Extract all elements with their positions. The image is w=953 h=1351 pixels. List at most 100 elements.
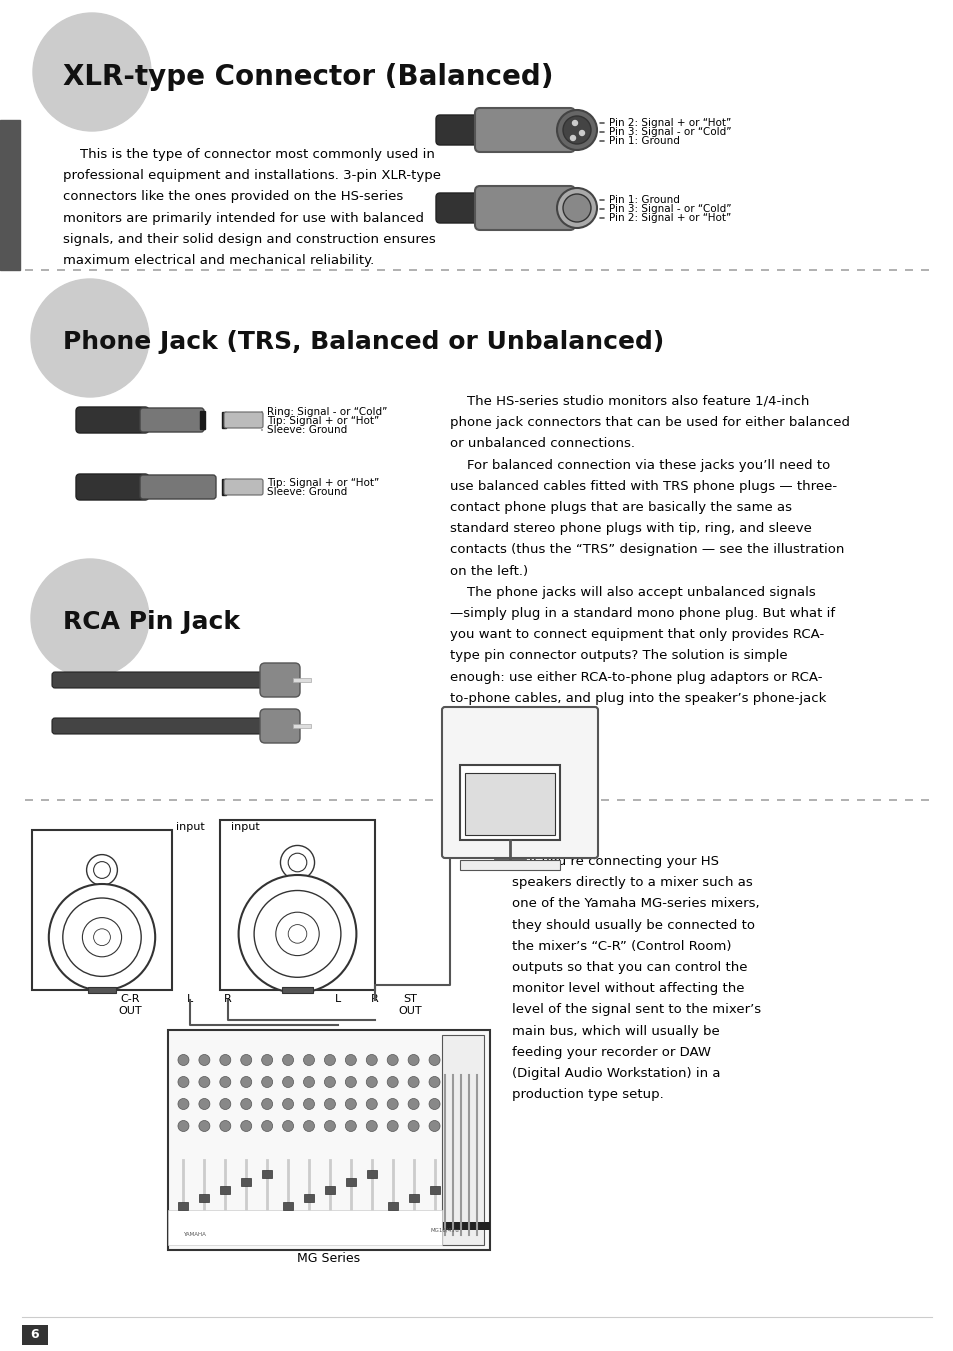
- Text: The HS-series studio monitors also feature 1/4-inch
phone jack connectors that c: The HS-series studio monitors also featu…: [450, 394, 849, 725]
- Circle shape: [429, 1077, 439, 1088]
- Bar: [293, 724, 311, 728]
- Circle shape: [219, 1055, 231, 1066]
- Bar: [262, 1170, 272, 1178]
- Circle shape: [429, 1055, 439, 1066]
- Bar: [220, 1186, 230, 1194]
- Text: Ring: Signal - or “Cold”: Ring: Signal - or “Cold”: [267, 407, 387, 417]
- Bar: [408, 1194, 418, 1201]
- Circle shape: [282, 1055, 294, 1066]
- Circle shape: [366, 1077, 376, 1088]
- Text: Sleeve: Ground: Sleeve: Ground: [267, 486, 347, 497]
- Circle shape: [572, 199, 577, 204]
- Bar: [222, 412, 226, 428]
- Bar: [200, 411, 205, 430]
- Circle shape: [578, 131, 584, 135]
- Circle shape: [557, 109, 597, 150]
- Circle shape: [429, 1098, 439, 1109]
- Circle shape: [387, 1120, 397, 1132]
- Circle shape: [87, 855, 117, 885]
- Bar: [199, 1194, 209, 1201]
- Circle shape: [303, 1055, 314, 1066]
- Circle shape: [253, 890, 340, 977]
- Text: Pin 2: Signal + or “Hot”: Pin 2: Signal + or “Hot”: [608, 118, 731, 128]
- Text: This is the type of connector most commonly used in
professional equipment and i: This is the type of connector most commo…: [63, 149, 440, 267]
- Text: L: L: [335, 994, 341, 1004]
- Circle shape: [219, 1098, 231, 1109]
- FancyBboxPatch shape: [140, 408, 204, 432]
- Bar: [0, 1319, 953, 1351]
- Circle shape: [261, 1120, 273, 1132]
- Circle shape: [324, 1055, 335, 1066]
- Circle shape: [345, 1077, 356, 1088]
- Circle shape: [303, 1120, 314, 1132]
- Circle shape: [366, 1120, 376, 1132]
- Text: Tip: Signal + or “Hot”: Tip: Signal + or “Hot”: [267, 478, 379, 488]
- Bar: [220, 820, 375, 990]
- Text: Sleeve: Ground: Sleeve: Ground: [267, 426, 347, 435]
- Circle shape: [408, 1055, 418, 1066]
- Bar: [441, 1035, 483, 1246]
- Bar: [325, 1186, 335, 1194]
- Bar: [304, 1194, 314, 1201]
- Circle shape: [240, 1055, 252, 1066]
- Bar: [32, 830, 172, 990]
- FancyBboxPatch shape: [140, 476, 215, 499]
- Text: Phone Jack (TRS, Balanced or Unbalanced): Phone Jack (TRS, Balanced or Unbalanced): [63, 330, 663, 354]
- Text: Tip: Signal + or “Hot”: Tip: Signal + or “Hot”: [267, 416, 379, 426]
- Circle shape: [219, 1120, 231, 1132]
- Circle shape: [275, 912, 319, 955]
- Circle shape: [429, 1120, 439, 1132]
- Circle shape: [261, 1077, 273, 1088]
- Bar: [88, 988, 116, 993]
- Circle shape: [345, 1120, 356, 1132]
- Text: R: R: [371, 994, 378, 1004]
- Circle shape: [345, 1098, 356, 1109]
- Text: ST: ST: [402, 994, 416, 1004]
- Circle shape: [178, 1077, 189, 1088]
- Bar: [22, 1325, 48, 1346]
- Text: Pin 1: Ground: Pin 1: Ground: [608, 195, 679, 205]
- Circle shape: [303, 1098, 314, 1109]
- Bar: [168, 1210, 441, 1246]
- Circle shape: [198, 1098, 210, 1109]
- Circle shape: [288, 854, 307, 871]
- Circle shape: [408, 1077, 418, 1088]
- Bar: [241, 1178, 251, 1186]
- Text: If you’re connecting your HS
speakers directly to a mixer such as
one of the Yam: If you’re connecting your HS speakers di…: [512, 855, 760, 1101]
- Circle shape: [345, 1055, 356, 1066]
- Text: input: input: [175, 821, 204, 832]
- Circle shape: [282, 1120, 294, 1132]
- Ellipse shape: [33, 14, 151, 131]
- Text: 6: 6: [30, 1328, 39, 1342]
- Circle shape: [572, 120, 577, 126]
- FancyBboxPatch shape: [260, 709, 299, 743]
- Bar: [459, 765, 559, 840]
- Text: Pin 2: Signal + or “Hot”: Pin 2: Signal + or “Hot”: [608, 213, 731, 223]
- FancyBboxPatch shape: [224, 412, 263, 428]
- Bar: [168, 1029, 490, 1250]
- Circle shape: [280, 846, 314, 880]
- Bar: [346, 1178, 355, 1186]
- Text: L: L: [187, 994, 193, 1004]
- Circle shape: [198, 1120, 210, 1132]
- Bar: [282, 988, 313, 993]
- FancyBboxPatch shape: [52, 717, 268, 734]
- Circle shape: [570, 135, 575, 141]
- Ellipse shape: [30, 559, 149, 677]
- Circle shape: [178, 1098, 189, 1109]
- Circle shape: [93, 928, 111, 946]
- Bar: [283, 1201, 293, 1209]
- FancyBboxPatch shape: [260, 663, 299, 697]
- Circle shape: [282, 1077, 294, 1088]
- Text: Pin 1: Ground: Pin 1: Ground: [608, 136, 679, 146]
- Text: Pin 3: Signal - or “Cold”: Pin 3: Signal - or “Cold”: [608, 127, 731, 136]
- Circle shape: [366, 1098, 376, 1109]
- Bar: [168, 1223, 490, 1229]
- Text: Pin 3: Signal - or “Cold”: Pin 3: Signal - or “Cold”: [608, 204, 731, 213]
- Circle shape: [219, 1077, 231, 1088]
- Circle shape: [282, 1098, 294, 1109]
- Circle shape: [93, 862, 111, 878]
- FancyBboxPatch shape: [224, 480, 263, 494]
- Circle shape: [408, 1120, 418, 1132]
- Text: YAMAHA: YAMAHA: [183, 1232, 206, 1238]
